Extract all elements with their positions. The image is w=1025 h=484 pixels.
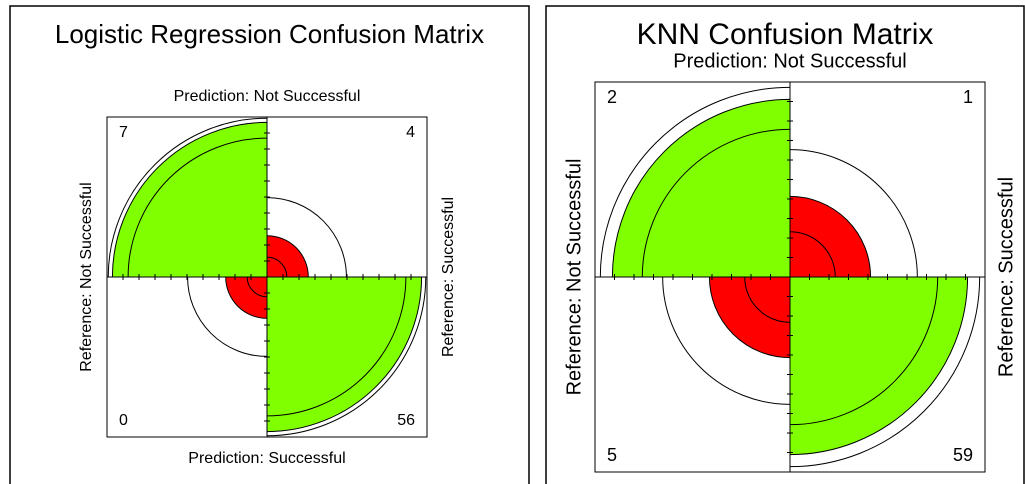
confidence-ring <box>266 197 347 278</box>
confidence-ring <box>641 128 791 278</box>
bottom-label: Prediction: Successful <box>188 450 345 467</box>
confidence-ring <box>744 276 791 323</box>
confidence-ring <box>127 137 268 278</box>
chart-title: Logistic Regression Confusion Matrix <box>55 19 484 49</box>
confidence-ring <box>266 276 427 437</box>
cell-count: 7 <box>119 124 128 141</box>
cell-count: 1 <box>963 87 973 107</box>
bottom-label: Prediction: Successful <box>692 482 889 484</box>
panel-border <box>545 5 1025 484</box>
confidence-ring <box>662 276 791 405</box>
confidence-ring <box>266 276 407 417</box>
left-label: Reference: Not Successful <box>78 182 95 371</box>
confidence-ring <box>789 276 939 426</box>
cell-count: 56 <box>397 412 415 429</box>
confidence-ring <box>107 117 268 278</box>
confidence-ring <box>789 276 981 468</box>
left-label: Reference: Not Successful <box>563 159 585 396</box>
confidence-ring <box>187 276 268 357</box>
panel-border <box>9 5 530 484</box>
cell-count: 4 <box>406 124 415 141</box>
confidence-ring <box>789 231 836 278</box>
top-label: Prediction: Not Successful <box>174 88 361 105</box>
confidence-ring <box>266 256 288 278</box>
cell-sector <box>611 98 791 278</box>
top-label: Prediction: Not Successful <box>673 50 906 72</box>
cell-count: 5 <box>607 445 617 465</box>
right-label: Reference: Successful <box>440 197 457 357</box>
cell-sector <box>111 121 268 278</box>
right-label: Reference: Successful <box>995 177 1017 377</box>
cell-sector <box>266 235 309 278</box>
cell-sector <box>789 195 872 278</box>
cell-count: 2 <box>607 87 617 107</box>
cell-count: 59 <box>953 445 973 465</box>
confidence-ring <box>246 276 268 298</box>
cell-sector <box>266 276 423 433</box>
cell-count: 0 <box>119 412 128 429</box>
chart-title: KNN Confusion Matrix <box>637 18 934 51</box>
cell-sector <box>225 276 268 319</box>
cell-sector <box>789 276 969 456</box>
confidence-ring <box>599 86 791 278</box>
cell-sector <box>708 276 791 359</box>
confidence-ring <box>789 149 918 278</box>
